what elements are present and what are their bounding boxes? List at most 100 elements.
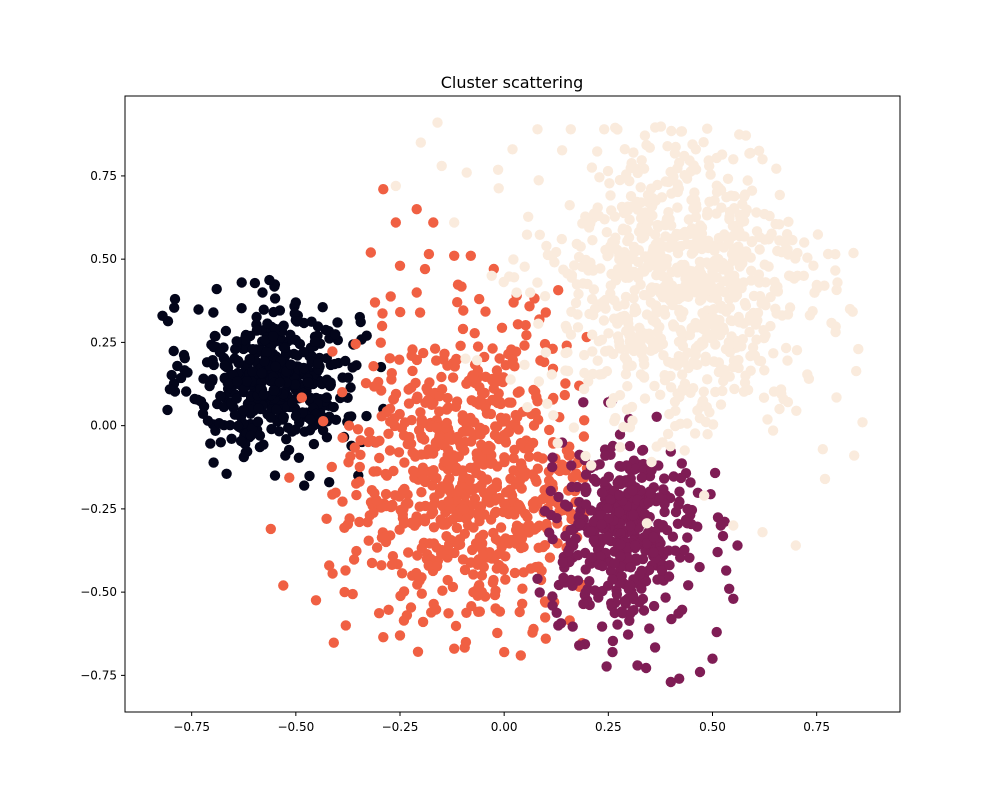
scatter-point-cluster-2 [525,563,536,574]
scatter-point-cluster-2 [386,368,397,379]
scatter-point-cluster-2 [540,307,551,318]
scatter-point-cluster-2 [514,606,525,618]
scatter-point-cluster-1 [258,389,269,400]
scatter-point-cluster-2 [411,287,422,298]
scatter-point-cluster-3 [628,509,639,521]
scatter-point-cluster-4 [753,272,764,283]
scatter-point-cluster-2 [348,554,360,565]
scatter-point-cluster-4 [769,276,780,288]
scatter-point-cluster-4 [768,348,779,359]
scatter-point-cluster-4 [739,377,751,388]
scatter-point-cluster-4 [729,383,740,395]
scatter-point-cluster-3 [684,552,695,563]
scatter-point-cluster-4 [649,229,661,240]
scatter-point-cluster-3 [685,477,696,488]
scatter-point-cluster-3 [666,613,677,625]
scatter-point-cluster-4 [799,237,810,248]
scatter-point-cluster-2 [451,522,463,534]
scatter-point-cluster-1 [249,277,261,289]
scatter-point-cluster-2 [507,534,518,546]
scatter-point-cluster-2 [436,548,447,559]
scatter-point-cluster-2 [385,291,396,302]
scatter-point-cluster-4 [549,257,560,268]
scatter-point-cluster-4 [753,145,765,156]
scatter-point-cluster-4 [762,414,773,425]
scatter-point-cluster-2 [396,568,408,579]
scatter-point-cluster-4 [542,249,554,261]
scatter-point-cluster-2 [423,560,434,571]
scatter-point-cluster-2 [460,636,472,648]
scatter-point-cluster-4 [569,260,580,271]
scatter-point-cluster-3 [625,520,636,532]
scatter-point-cluster-4 [627,162,639,173]
scatter-point-cluster-3 [724,583,735,594]
scatter-point-cluster-2 [473,509,484,521]
y-tick-label: −0.75 [80,668,117,682]
scatter-point-cluster-3 [563,546,574,557]
scatter-point-cluster-1 [221,468,232,479]
scatter-point-cluster-2 [540,633,551,644]
scatter-point-cluster-1 [304,470,315,482]
scatter-point-cluster-4 [654,237,665,248]
scatter-point-cluster-2 [473,482,484,493]
scatter-point-cluster-4 [624,422,636,433]
scatter-point-cluster-3 [611,589,623,600]
scatter-point-cluster-3 [594,551,606,562]
scatter-point-cluster-2 [363,535,374,546]
scatter-point-cluster-2 [510,524,522,536]
scatter-point-cluster-3 [607,574,618,585]
scatter-point-cluster-3 [665,676,676,688]
scatter-point-cluster-4 [791,405,802,416]
scatter-point-cluster-2 [418,474,429,485]
scatter-point-cluster-2 [510,479,522,490]
scatter-point-cluster-2 [480,306,491,317]
scatter-point-cluster-4 [733,362,744,374]
scatter-point-cluster-4 [493,183,504,194]
scatter-point-cluster-1 [239,334,250,346]
scatter-point-cluster-2 [406,382,417,393]
scatter-point-cluster-4 [792,247,803,259]
scatter-point-cluster-2 [412,391,423,402]
scatter-point-cluster-2 [448,514,459,525]
scatter-point-cluster-1 [289,308,300,319]
scatter-point-cluster-4 [579,367,590,379]
scatter-point-cluster-2 [395,306,406,318]
scatter-point-cluster-4 [542,398,553,409]
scatter-point-cluster-2 [374,452,385,464]
scatter-point-cluster-4 [742,175,753,186]
scatter-point-cluster-2 [527,437,539,449]
scatter-point-cluster-2 [349,442,360,453]
scatter-point-cluster-4 [580,450,591,462]
scatter-point-cluster-2 [439,456,450,467]
scatter-point-cluster-2 [407,365,418,377]
scatter-point-cluster-4 [670,141,681,153]
scatter-point-cluster-4 [519,261,530,272]
scatter-point-cluster-4 [522,402,533,413]
scatter-point-cluster-2 [475,429,486,440]
scatter-point-cluster-4 [674,307,685,318]
scatter-point-cluster-2 [378,632,389,643]
scatter-point-cluster-4 [666,188,677,199]
scatter-point-cluster-3 [659,473,670,484]
scatter-point-cluster-2 [411,204,422,215]
scatter-point-cluster-2 [503,397,515,408]
scatter-point-cluster-4 [566,270,578,281]
scatter-point-cluster-4 [657,437,668,448]
scatter-point-cluster-3 [551,607,562,618]
scatter-point-cluster-4 [649,380,660,392]
scatter-point-cluster-3 [616,606,628,617]
scatter-point-cluster-4 [505,374,516,385]
scatter-point-cluster-1 [179,353,190,364]
scatter-point-cluster-4 [646,335,658,347]
scatter-point-cluster-3 [544,527,555,538]
y-axis: −0.75 −0.50 −0.25 0.00 0.25 0.50 0.75 [80,169,125,682]
scatter-point-cluster-2 [369,297,381,308]
scatter-point-cluster-1 [332,317,343,328]
scatter-point-cluster-4 [682,418,693,429]
scatter-point-cluster-3 [580,587,591,598]
scatter-point-cluster-3 [601,661,612,672]
scatter-point-cluster-3 [605,565,617,577]
scatter-point-cluster-4 [635,369,647,380]
scatter-point-cluster-2 [560,378,571,389]
scatter-point-cluster-4 [570,297,582,309]
